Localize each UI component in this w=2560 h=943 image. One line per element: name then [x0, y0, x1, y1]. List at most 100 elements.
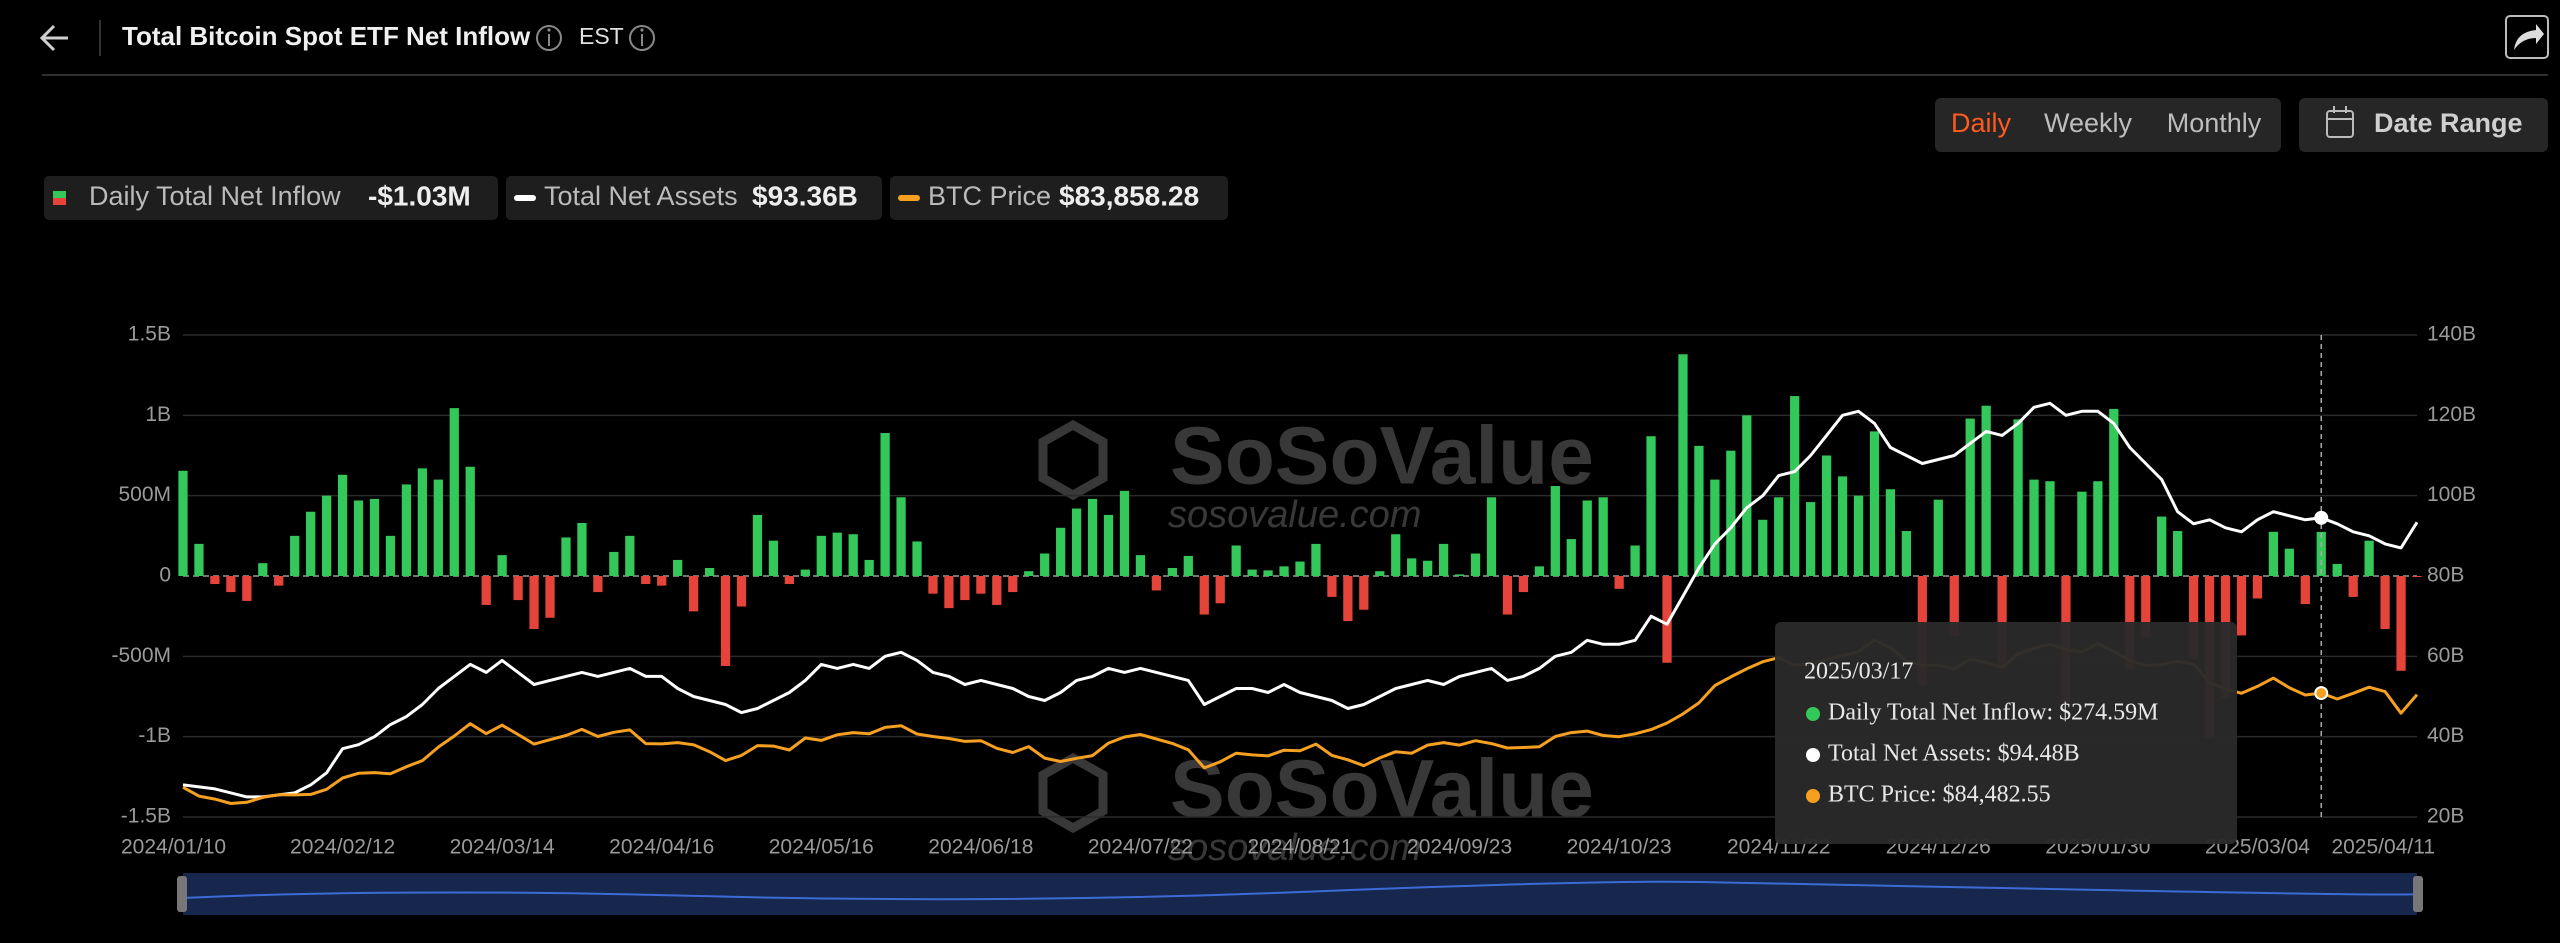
- bar: [321, 495, 332, 576]
- bar: [1981, 405, 1991, 576]
- bar: [1821, 455, 1832, 576]
- bar: [1343, 576, 1353, 621]
- tooltip-dot: [1806, 748, 1820, 762]
- bar: [1279, 566, 1289, 576]
- bar: [2412, 576, 2422, 577]
- bar: [1183, 555, 1193, 576]
- bar: [1901, 531, 1911, 576]
- bar: [1965, 418, 1975, 576]
- x-tick-label: 2024/05/16: [769, 836, 874, 859]
- navigator-handle[interactable]: [177, 876, 187, 912]
- bar: [1454, 574, 1465, 576]
- line: [182, 401, 2419, 799]
- bar: [2284, 548, 2294, 576]
- bar: [1726, 450, 1736, 576]
- bar: [385, 535, 396, 576]
- legend-chip[interactable]: [44, 176, 498, 220]
- bar: [816, 535, 826, 576]
- bar: [1135, 555, 1146, 576]
- bar: [1662, 576, 1672, 663]
- bar: [337, 474, 348, 576]
- bar: [369, 498, 380, 576]
- navigator-handle[interactable]: [2413, 876, 2423, 912]
- bar: [1774, 497, 1784, 576]
- bar: [1885, 489, 1896, 576]
- y-tick-label: -500M: [111, 644, 171, 667]
- y-tick-label: 1B: [145, 403, 171, 426]
- legend-chip[interactable]: [890, 176, 1228, 220]
- bar: [1056, 527, 1066, 576]
- bar: [1199, 576, 1209, 615]
- x-tick-label: 2025/04/11: [2331, 836, 2435, 859]
- bar: [2093, 481, 2103, 576]
- tooltip: 2025/03/17 Daily Total Net Inflow: $274.5…: [1775, 622, 2237, 844]
- bar: [1502, 576, 1513, 615]
- bar: [864, 559, 874, 576]
- bar: [992, 576, 1002, 605]
- bar: [1311, 543, 1321, 576]
- date-range-button[interactable]: [2299, 98, 2548, 152]
- bar: [2013, 419, 2023, 576]
- bar: [1231, 545, 1241, 576]
- bar: [1550, 486, 1560, 576]
- hover-marker: [2314, 686, 2329, 701]
- bar: [2236, 576, 2247, 636]
- bar: [1327, 576, 1337, 597]
- bar: [1582, 500, 1592, 576]
- bar: [657, 576, 667, 586]
- tooltip-dot: [1806, 707, 1820, 721]
- period-option[interactable]: Daily: [1951, 108, 2012, 138]
- bar: [704, 567, 715, 576]
- y2-tick-label: 100B: [2427, 483, 2476, 506]
- info-icon[interactable]: [536, 25, 562, 51]
- bar: [593, 576, 603, 593]
- bar: [258, 563, 268, 576]
- tooltip-line: Daily Total Net Inflow: $274.59M: [1828, 700, 2159, 726]
- bar: [912, 541, 922, 576]
- bar: [417, 468, 427, 576]
- legend-swatch: [898, 195, 920, 201]
- y2-tick-label: 40B: [2427, 724, 2464, 747]
- bar: [1470, 553, 1481, 576]
- bar: [2077, 491, 2087, 576]
- legend-swatch: [53, 191, 66, 198]
- legend-chip[interactable]: [506, 176, 882, 220]
- bar: [1949, 576, 1959, 636]
- bar: [2380, 576, 2390, 630]
- period-option[interactable]: Weekly: [2044, 108, 2133, 138]
- bar: [465, 466, 475, 576]
- bar: [976, 576, 986, 594]
- bar: [944, 576, 954, 609]
- info-icon[interactable]: [629, 25, 655, 51]
- bar: [210, 576, 220, 585]
- bar: [433, 479, 443, 576]
- bar: [353, 500, 364, 576]
- bar: [960, 576, 970, 601]
- bar: [2348, 576, 2358, 597]
- bar: [1215, 576, 1225, 604]
- back-button[interactable]: [39, 24, 68, 52]
- bar: [1486, 497, 1497, 576]
- bar: [2364, 540, 2374, 576]
- bar: [625, 535, 635, 576]
- bar: [1375, 571, 1385, 576]
- bar: [561, 537, 571, 576]
- y2-tick-label: 60B: [2427, 644, 2464, 667]
- bar: [1359, 576, 1369, 610]
- bar: [242, 576, 252, 601]
- share-button[interactable]: [2505, 15, 2549, 59]
- bar: [497, 555, 507, 576]
- x-tick-label: 2024/07/22: [1088, 836, 1193, 859]
- bar: [1630, 545, 1640, 576]
- legend-value: -$1.03M: [368, 180, 471, 211]
- period-option[interactable]: Monthly: [2167, 108, 2262, 138]
- y-tick-label: 500M: [118, 483, 171, 506]
- bar: [848, 534, 858, 576]
- page-title: Total Bitcoin Spot ETF Net Inflow: [122, 21, 531, 51]
- range-navigator[interactable]: [183, 873, 2417, 915]
- bar: [1103, 514, 1114, 576]
- legend-label: Total Net Assets: [544, 181, 738, 211]
- watermark: SoSoValue sosovalue.com SoSoValue sosova…: [1038, 411, 1594, 869]
- watermark-url: sosovalue.com: [1168, 494, 1421, 536]
- bar: [1008, 576, 1018, 593]
